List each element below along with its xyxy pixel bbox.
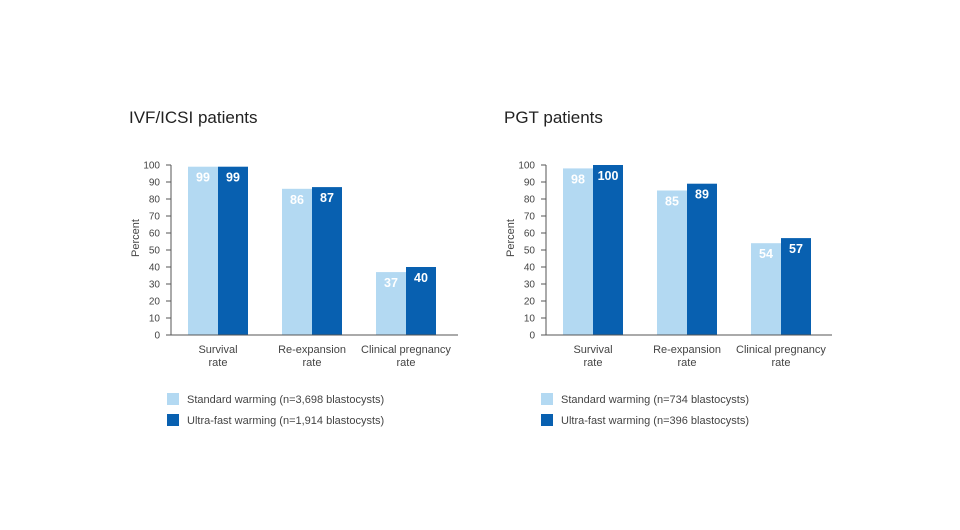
- data-label: 100: [598, 169, 619, 183]
- y-tick-label: 20: [149, 297, 161, 308]
- data-label: 85: [665, 195, 679, 209]
- x-tick-label: Clinical pregnancy: [736, 344, 826, 356]
- legend-swatch-standard: [167, 393, 179, 405]
- x-tick-label: rate: [209, 357, 228, 369]
- data-label: 54: [759, 247, 773, 261]
- y-tick-label: 0: [154, 331, 160, 342]
- data-label: 99: [196, 171, 210, 185]
- x-tick-label: rate: [303, 357, 322, 369]
- bar-ultra-fast-1: [312, 187, 342, 335]
- legend-label-ultra-fast: Ultra-fast warming (n=396 blastocysts): [561, 415, 749, 427]
- chart-title: PGT patients: [504, 108, 603, 127]
- bar-standard-1: [282, 188, 312, 335]
- y-axis-label: Percent: [130, 219, 142, 257]
- y-tick-label: 30: [524, 280, 536, 291]
- legend-swatch-ultra-fast: [167, 414, 179, 426]
- y-tick-label: 60: [149, 229, 161, 240]
- data-label: 40: [414, 271, 428, 285]
- data-label: 98: [571, 172, 585, 186]
- y-tick-label: 100: [518, 161, 535, 172]
- chart-title: IVF/ICSI patients: [129, 108, 258, 127]
- bar-standard-2: [751, 243, 781, 335]
- y-tick-label: 80: [149, 195, 161, 206]
- y-tick-label: 80: [524, 195, 536, 206]
- legend-label-standard: Standard warming (n=3,698 blastocysts): [187, 394, 384, 406]
- y-tick-label: 50: [149, 246, 161, 257]
- bar-standard-0: [563, 168, 593, 335]
- bar-ultra-fast-0: [218, 166, 248, 335]
- data-label: 99: [226, 171, 240, 185]
- x-tick-label: Survival: [198, 344, 237, 356]
- y-axis-label: Percent: [505, 219, 517, 257]
- bar-ultra-fast-2: [781, 238, 811, 335]
- legend-swatch-ultra-fast: [541, 414, 553, 426]
- bar-ultra-fast-0: [593, 165, 623, 335]
- y-tick-label: 20: [524, 297, 536, 308]
- bar-ultra-fast-1: [687, 183, 717, 335]
- data-label: 57: [789, 242, 803, 256]
- y-tick-label: 30: [149, 280, 161, 291]
- data-label: 89: [695, 188, 709, 202]
- y-tick-label: 0: [529, 331, 535, 342]
- x-tick-label: Re-expansion: [653, 344, 721, 356]
- y-tick-label: 100: [143, 161, 160, 172]
- x-tick-label: Survival: [573, 344, 612, 356]
- legend-swatch-standard: [541, 393, 553, 405]
- data-label: 86: [290, 193, 304, 207]
- x-tick-label: Re-expansion: [278, 344, 346, 356]
- bar-standard-1: [657, 190, 687, 335]
- x-tick-label: rate: [678, 357, 697, 369]
- y-tick-label: 10: [524, 314, 536, 325]
- data-label: 37: [384, 276, 398, 290]
- x-tick-label: rate: [397, 357, 416, 369]
- legend-label-standard: Standard warming (n=734 blastocysts): [561, 394, 749, 406]
- y-tick-label: 70: [149, 212, 161, 223]
- y-tick-label: 40: [524, 263, 536, 274]
- y-tick-label: 40: [149, 263, 161, 274]
- x-tick-label: rate: [772, 357, 791, 369]
- y-tick-label: 70: [524, 212, 536, 223]
- x-tick-label: rate: [584, 357, 603, 369]
- bar-standard-0: [188, 166, 218, 335]
- y-tick-label: 10: [149, 314, 161, 325]
- bar-ultra-fast-2: [406, 267, 436, 335]
- bar-standard-2: [376, 272, 406, 335]
- data-label: 87: [320, 191, 334, 205]
- legend-label-ultra-fast: Ultra-fast warming (n=1,914 blastocysts): [187, 415, 384, 427]
- y-tick-label: 60: [524, 229, 536, 240]
- y-tick-label: 90: [149, 178, 161, 189]
- y-tick-label: 50: [524, 246, 536, 257]
- x-tick-label: Clinical pregnancy: [361, 344, 451, 356]
- y-tick-label: 90: [524, 178, 536, 189]
